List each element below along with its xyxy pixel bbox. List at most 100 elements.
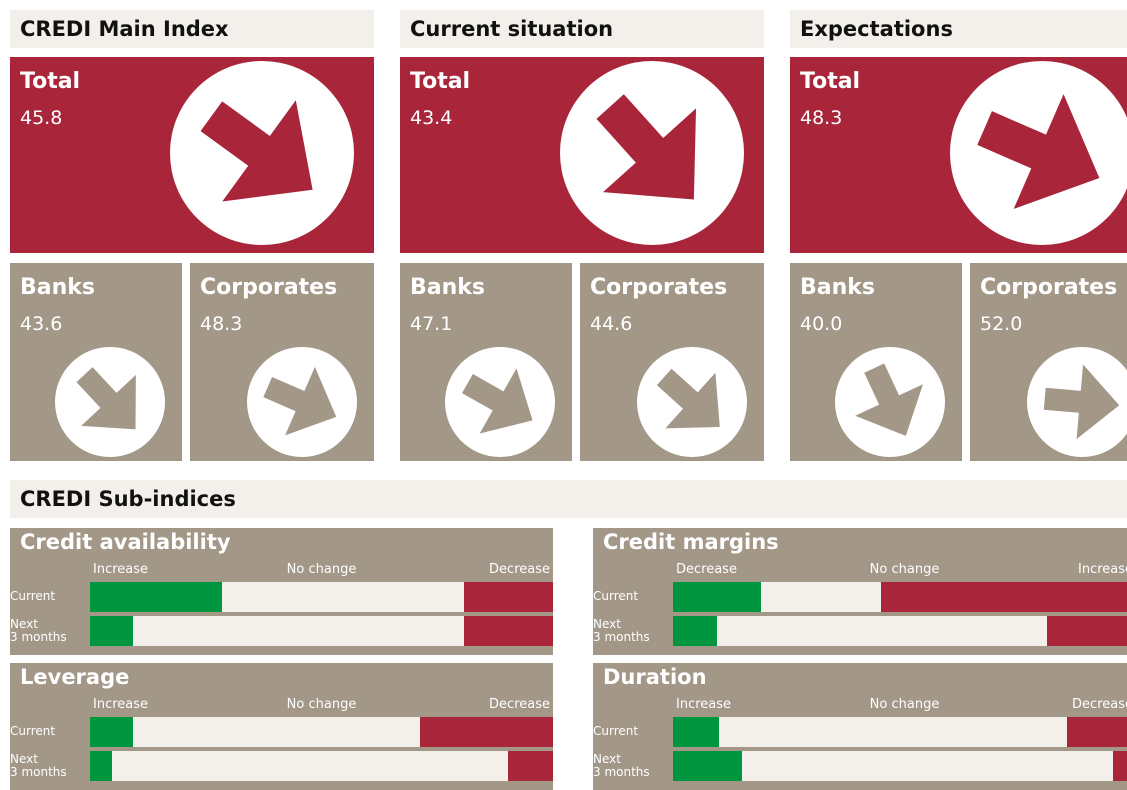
increase-segment <box>90 717 134 747</box>
card-label: Total <box>410 69 471 94</box>
scale-label: Decrease <box>676 562 737 577</box>
scale-label: No change <box>286 562 357 577</box>
banks-card: Banks 43.6 <box>10 263 182 461</box>
scale-label: No change <box>869 562 940 577</box>
card-label: Corporates <box>200 275 338 300</box>
row-label: Next 3 months <box>10 617 67 644</box>
scale-label: Decrease <box>489 562 550 577</box>
decrease-segment <box>1047 616 1127 646</box>
scale-label: No change <box>869 697 940 712</box>
stacked-bar <box>90 616 553 646</box>
arrow <box>76 367 136 430</box>
total-card: Total 48.3 <box>790 57 1127 253</box>
arrow-icon <box>637 347 747 457</box>
total-card: Total 45.8 <box>10 57 374 253</box>
row-label: Next 3 months <box>593 752 650 779</box>
total-card: Total 43.4 <box>400 57 764 253</box>
card-label: Total <box>800 69 861 94</box>
section-header: Expectations <box>790 10 1127 48</box>
panel-title: Duration <box>603 665 707 689</box>
card-label: Banks <box>800 275 876 300</box>
arrow-icon <box>170 61 354 245</box>
card-value: 52.0 <box>980 313 1023 335</box>
card-value: 47.1 <box>410 313 453 335</box>
arrow <box>200 100 313 202</box>
decrease-segment <box>1066 717 1127 747</box>
arrow-icon <box>835 347 945 457</box>
decrease-segment <box>420 717 553 747</box>
stacked-bar <box>90 582 553 612</box>
card-value: 48.3 <box>200 313 243 335</box>
corporates-card: Corporates 44.6 <box>580 263 764 461</box>
row-label: Current <box>593 589 639 603</box>
increase-segment <box>673 717 720 747</box>
scale-label: Increase <box>1077 562 1127 577</box>
card-value: 40.0 <box>800 313 843 335</box>
banks-card: Banks 47.1 <box>400 263 572 461</box>
arrow-icon <box>55 347 165 457</box>
row-label: Next 3 months <box>593 617 650 644</box>
card-value: 43.4 <box>410 107 453 129</box>
card-value: 48.3 <box>800 107 843 129</box>
sub-index-panel: Leverage Increase No change Decrease Current… <box>10 663 553 790</box>
increase-segment <box>90 616 134 646</box>
arrow-icon <box>247 347 357 457</box>
section-header: CREDI Sub-indices <box>10 480 1127 518</box>
stacked-bar <box>90 717 553 747</box>
card-label: Banks <box>20 275 96 300</box>
decrease-segment <box>881 582 1127 612</box>
increase-segment <box>673 616 717 646</box>
arrow <box>977 94 1100 209</box>
stacked-bar <box>673 582 1127 612</box>
scale-label: Increase <box>93 697 149 712</box>
panel-title: Credit margins <box>603 530 779 554</box>
increase-segment <box>673 582 761 612</box>
arrow <box>263 366 337 436</box>
scale-label: Increase <box>93 562 149 577</box>
sub-index-panel: Credit availability Increase No change Decr… <box>10 528 553 655</box>
corporates-card: Corporates 48.3 <box>190 263 374 461</box>
increase-segment <box>673 751 743 781</box>
decrease-segment <box>464 616 553 646</box>
increase-segment <box>90 582 222 612</box>
card-label: Total <box>20 69 81 94</box>
stacked-bar <box>90 751 553 781</box>
decrease-segment <box>464 582 553 612</box>
section-header: CREDI Main Index <box>10 10 374 48</box>
section-header: Current situation <box>400 10 764 48</box>
arrow <box>656 368 720 429</box>
increase-segment <box>90 751 113 781</box>
card-value: 44.6 <box>590 313 633 335</box>
arrow <box>462 368 533 434</box>
decrease-segment <box>1112 751 1127 781</box>
sub-index-panel: Credit margins Decrease No change Increase C… <box>593 528 1127 655</box>
card-label: Banks <box>410 275 486 300</box>
row-label: Next 3 months <box>10 752 67 779</box>
row-label: Current <box>10 724 56 738</box>
stacked-bar <box>673 751 1127 781</box>
stacked-bar <box>673 616 1127 646</box>
banks-card: Banks 40.0 <box>790 263 962 461</box>
arrow <box>1043 364 1120 440</box>
panel-title: Credit availability <box>20 530 231 554</box>
arrow <box>596 94 697 200</box>
arrow <box>855 363 923 436</box>
arrow-icon <box>560 61 744 245</box>
scale-label: No change <box>286 697 357 712</box>
corporates-card: Corporates 52.0 <box>970 263 1127 461</box>
decrease-segment <box>508 751 553 781</box>
card-label: Corporates <box>590 275 728 300</box>
panel-title: Leverage <box>20 665 130 689</box>
arrow-icon <box>1027 347 1127 457</box>
scale-label: Decrease <box>489 697 550 712</box>
card-label: Corporates <box>980 275 1118 300</box>
row-label: Current <box>593 724 639 738</box>
card-value: 45.8 <box>20 107 63 129</box>
card-value: 43.6 <box>20 313 63 335</box>
scale-label: Decrease <box>1072 697 1127 712</box>
row-label: Current <box>10 589 56 603</box>
stacked-bar <box>673 717 1127 747</box>
arrow-icon <box>445 347 555 457</box>
arrow-icon <box>950 61 1127 245</box>
